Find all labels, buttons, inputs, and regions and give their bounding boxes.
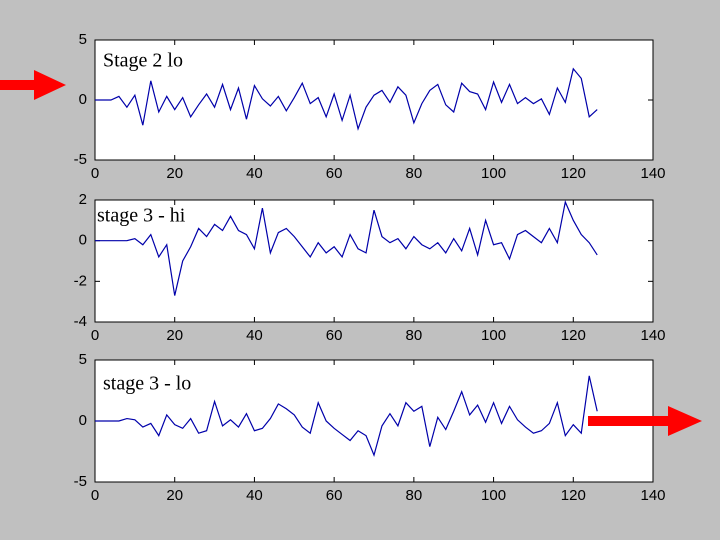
y-tick-label: 5 <box>79 31 87 48</box>
x-tick-label: 40 <box>246 487 263 504</box>
annotation: stage 3 - lo <box>103 373 191 395</box>
data-line <box>95 375 598 458</box>
x-tick-label: 0 <box>91 487 99 504</box>
y-tick-label: -4 <box>74 313 87 330</box>
x-tick-label: 80 <box>406 487 423 504</box>
y-tick-label: 0 <box>79 91 87 108</box>
x-tick-label: 60 <box>326 165 343 182</box>
x-tick-label: 120 <box>561 165 586 182</box>
x-tick-label: 120 <box>561 487 586 504</box>
left-arrow <box>0 70 66 100</box>
x-tick-label: 20 <box>166 487 183 504</box>
x-tick-label: 100 <box>481 487 506 504</box>
x-tick-label: 80 <box>406 165 423 182</box>
plot-area <box>94 199 654 323</box>
y-tick-label: 5 <box>79 351 87 368</box>
annotation: Stage 2 lo <box>103 50 183 72</box>
x-tick-label: 140 <box>640 327 665 344</box>
x-tick-label: 20 <box>166 165 183 182</box>
y-tick-label: -5 <box>74 151 87 168</box>
y-tick-label: 0 <box>79 412 87 429</box>
y-tick-label: 0 <box>79 232 87 249</box>
x-tick-label: 140 <box>640 487 665 504</box>
right-arrow <box>588 406 702 436</box>
annotation: stage 3 - hi <box>97 205 186 227</box>
x-tick-label: 60 <box>326 327 343 344</box>
x-tick-label: 40 <box>246 165 263 182</box>
x-tick-label: 80 <box>406 327 423 344</box>
x-tick-label: 120 <box>561 327 586 344</box>
x-tick-label: 0 <box>91 165 99 182</box>
x-tick-label: 20 <box>166 327 183 344</box>
y-tick-label: -2 <box>74 272 87 289</box>
x-tick-label: 100 <box>481 327 506 344</box>
x-tick-label: 60 <box>326 487 343 504</box>
x-tick-label: 0 <box>91 327 99 344</box>
data-line <box>95 200 598 296</box>
y-tick-label: 2 <box>79 191 87 208</box>
plot-area <box>94 39 654 161</box>
x-tick-label: 100 <box>481 165 506 182</box>
x-tick-label: 140 <box>640 165 665 182</box>
y-tick-label: -5 <box>74 473 87 490</box>
x-tick-label: 40 <box>246 327 263 344</box>
data-line <box>95 67 598 131</box>
